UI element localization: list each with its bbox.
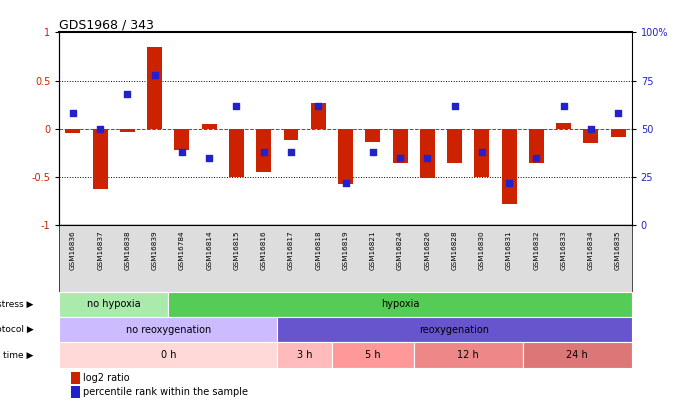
Text: GSM16839: GSM16839 [151, 231, 158, 271]
Bar [311, 103, 326, 129]
Text: 12 h: 12 h [457, 350, 479, 360]
Bar [277, 343, 332, 368]
Bar [229, 129, 244, 177]
Text: GSM16836: GSM16836 [70, 231, 76, 271]
Text: percentile rank within the sample: percentile rank within the sample [83, 387, 248, 397]
Text: protocol ▶: protocol ▶ [0, 325, 34, 334]
Text: 0 h: 0 h [161, 350, 176, 360]
Text: no hypoxia: no hypoxia [87, 299, 141, 309]
Bar [70, 386, 80, 398]
Text: stress ▶: stress ▶ [0, 300, 34, 309]
Bar [447, 129, 462, 163]
Bar [66, 129, 80, 133]
Bar [147, 47, 162, 129]
Bar [174, 129, 189, 150]
Point [231, 102, 242, 109]
Text: GSM16815: GSM16815 [234, 231, 239, 271]
Text: GSM16837: GSM16837 [97, 231, 103, 271]
Text: hypoxia: hypoxia [381, 299, 419, 309]
Point [68, 110, 79, 117]
Text: GSM16817: GSM16817 [288, 231, 294, 271]
Bar [584, 129, 598, 143]
Bar [475, 129, 489, 177]
Text: GSM16835: GSM16835 [615, 231, 621, 271]
Point [204, 155, 215, 161]
Text: GSM16831: GSM16831 [506, 231, 512, 271]
Text: GSM16828: GSM16828 [452, 231, 457, 271]
Bar [59, 317, 277, 343]
Text: time ▶: time ▶ [3, 351, 34, 360]
Bar [365, 129, 380, 143]
Bar [611, 129, 625, 136]
Text: no reoxygenation: no reoxygenation [126, 325, 211, 335]
Point [476, 149, 487, 155]
Bar [168, 292, 632, 317]
Text: GSM16784: GSM16784 [179, 231, 185, 271]
Bar [277, 317, 632, 343]
Point [149, 72, 161, 78]
Text: GSM16824: GSM16824 [397, 231, 403, 271]
Bar [59, 292, 168, 317]
Bar [332, 343, 414, 368]
Text: GSM16819: GSM16819 [343, 231, 348, 271]
Point [285, 149, 297, 155]
Bar [414, 343, 523, 368]
Bar [256, 129, 272, 173]
Point [177, 149, 188, 155]
Text: GSM16818: GSM16818 [315, 231, 321, 271]
Point [258, 149, 269, 155]
Text: 24 h: 24 h [566, 350, 588, 360]
Bar [70, 372, 80, 384]
Text: GSM16821: GSM16821 [370, 231, 376, 271]
Text: log2 ratio: log2 ratio [83, 373, 130, 383]
Text: GDS1968 / 343: GDS1968 / 343 [59, 18, 154, 31]
Bar [529, 129, 544, 163]
Bar [59, 343, 277, 368]
Bar [419, 129, 435, 178]
Text: GSM16834: GSM16834 [588, 231, 594, 271]
Bar [392, 129, 408, 163]
Point [340, 180, 351, 186]
Point [585, 126, 596, 132]
Point [367, 149, 378, 155]
Text: GSM16830: GSM16830 [479, 231, 485, 271]
Point [422, 155, 433, 161]
Bar [120, 129, 135, 132]
Text: GSM16814: GSM16814 [206, 231, 212, 271]
Point [612, 110, 623, 117]
Point [503, 180, 514, 186]
Bar [283, 129, 299, 141]
Bar [502, 129, 517, 204]
Bar [523, 343, 632, 368]
Point [394, 155, 406, 161]
Text: GSM16838: GSM16838 [124, 231, 131, 271]
Text: GSM16832: GSM16832 [533, 231, 540, 271]
Text: GSM16826: GSM16826 [424, 231, 430, 271]
Bar [202, 124, 216, 129]
Text: reoxygenation: reoxygenation [419, 325, 489, 335]
Bar [556, 123, 571, 129]
Point [122, 91, 133, 98]
Text: GSM16816: GSM16816 [261, 231, 267, 271]
Point [530, 155, 542, 161]
Bar [93, 129, 107, 189]
Point [558, 102, 569, 109]
Point [449, 102, 460, 109]
Point [95, 126, 106, 132]
Bar [338, 129, 353, 184]
Point [313, 102, 324, 109]
Text: 5 h: 5 h [365, 350, 380, 360]
Text: GSM16833: GSM16833 [560, 231, 567, 271]
Text: 3 h: 3 h [297, 350, 313, 360]
